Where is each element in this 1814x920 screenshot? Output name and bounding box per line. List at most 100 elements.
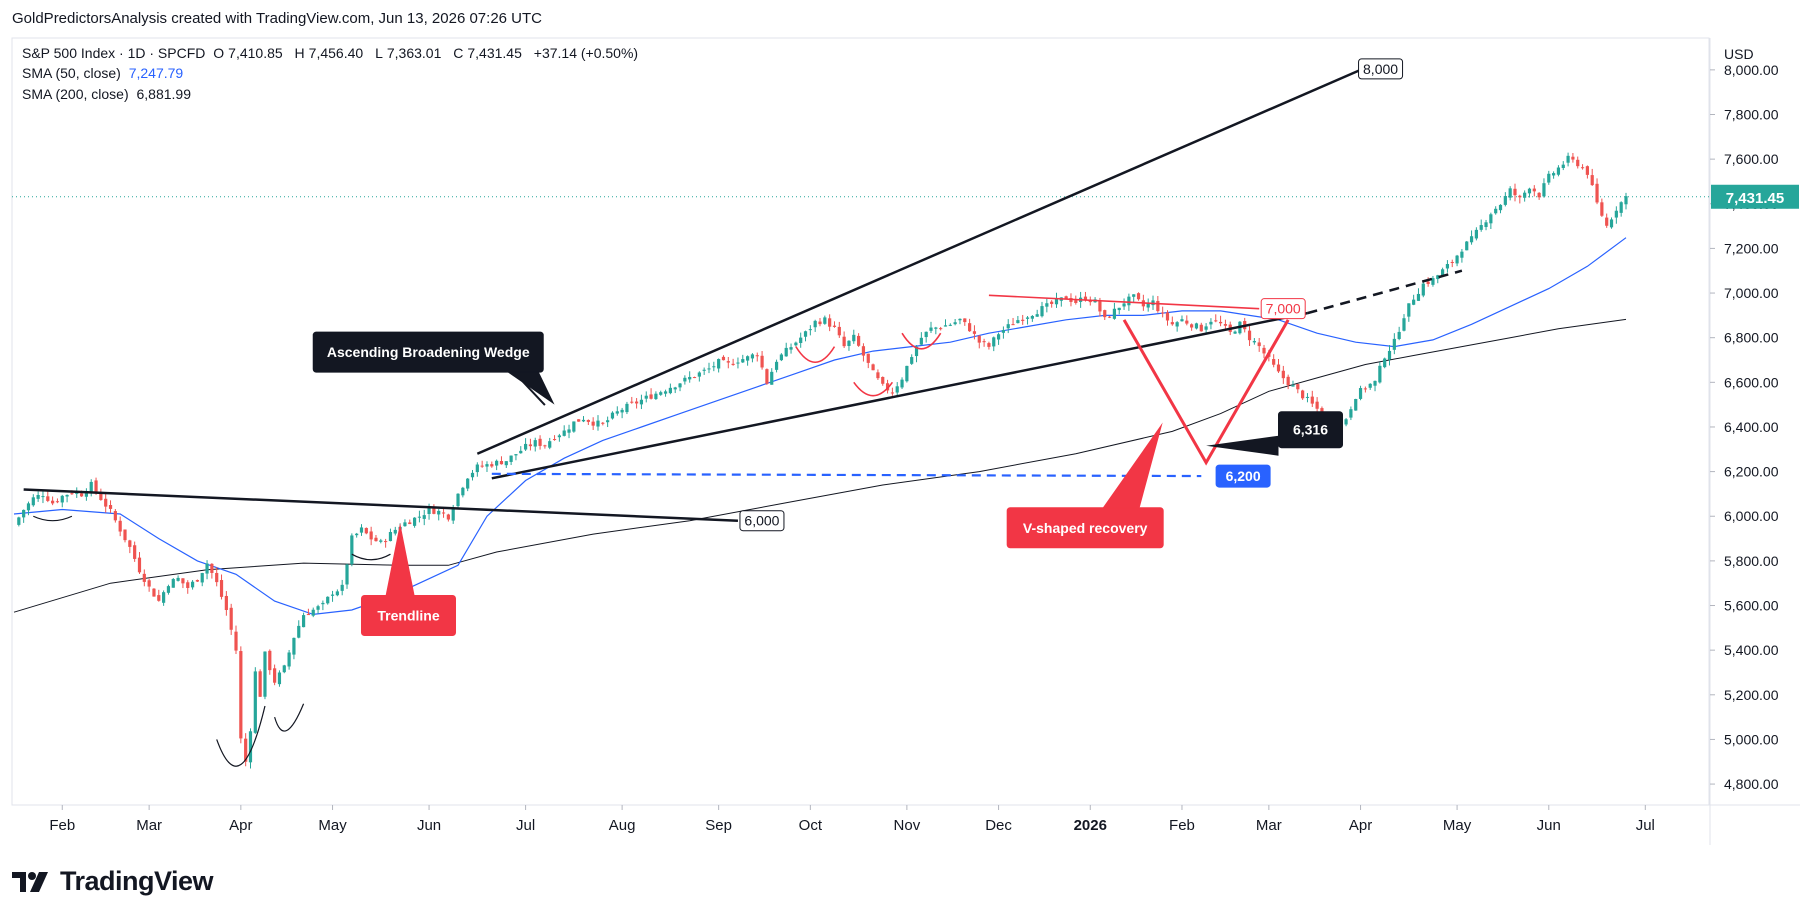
candle-body xyxy=(557,435,561,438)
candle-body xyxy=(1412,299,1416,305)
candle-body xyxy=(1518,195,1522,198)
candle-body xyxy=(972,331,977,334)
candle-body xyxy=(779,354,783,361)
candle-body xyxy=(1498,204,1503,211)
candle-body xyxy=(495,460,499,466)
candle-body xyxy=(987,343,991,347)
y-tick-label: 6,600.00 xyxy=(1724,374,1779,390)
last-price-tag-text: 7,431.45 xyxy=(1726,190,1784,207)
red-arc-nov xyxy=(795,346,836,364)
candle-body xyxy=(142,573,146,582)
candle-body xyxy=(1552,173,1556,176)
candle-body xyxy=(789,347,793,350)
candle-body xyxy=(519,450,523,454)
sma200-line xyxy=(13,318,1627,613)
candle-body xyxy=(108,505,113,509)
candle-body xyxy=(1402,318,1406,331)
candle-body xyxy=(94,480,98,493)
tradingview-brand[interactable]: TradingView xyxy=(12,866,214,897)
candle-body xyxy=(1310,396,1314,404)
sma50-line xyxy=(13,237,1627,616)
candle-body xyxy=(1392,338,1396,350)
candle-body xyxy=(1161,312,1165,314)
candle-body xyxy=(215,572,219,583)
candle-body xyxy=(1397,331,1401,339)
label-6000-text: 6,000 xyxy=(744,513,779,529)
candle-body xyxy=(866,353,870,363)
candle-body xyxy=(292,637,296,655)
candle-body xyxy=(417,516,422,518)
candle-body xyxy=(437,510,441,515)
candle-body xyxy=(659,392,663,395)
candle-body xyxy=(895,386,899,393)
wedge-label-leader xyxy=(510,368,546,406)
x-tick-label: Aug xyxy=(609,817,636,834)
high-label: H xyxy=(294,45,305,61)
candle-body xyxy=(1021,319,1025,321)
candle-body xyxy=(837,326,841,336)
candle-body xyxy=(514,454,518,456)
candle-body xyxy=(408,522,412,525)
candle-body xyxy=(982,341,986,343)
candle-body xyxy=(113,511,117,521)
trendline-6000 xyxy=(23,488,739,522)
candle-body xyxy=(480,465,484,467)
candle-body xyxy=(1368,383,1372,388)
candle-body xyxy=(388,531,393,542)
candle-body xyxy=(606,420,610,423)
candle-body xyxy=(649,394,653,399)
candle-body xyxy=(567,429,571,433)
low-value: 7,363.01 xyxy=(386,45,442,61)
label-6200-box xyxy=(1215,464,1271,488)
wedge-label-box xyxy=(312,331,544,373)
candle-body xyxy=(330,594,335,596)
candle-body xyxy=(890,392,894,394)
y-tick-label: 6,800.00 xyxy=(1724,330,1779,346)
candle-body xyxy=(1170,322,1174,325)
candle-body xyxy=(1194,323,1199,329)
candle-body xyxy=(219,580,224,597)
candle-body xyxy=(596,420,600,427)
candle-body xyxy=(977,335,981,343)
candle-body xyxy=(1305,396,1310,398)
candle-body xyxy=(1619,202,1623,213)
price-axis[interactable]: 8,000.007,800.007,600.007,400.007,200.00… xyxy=(1710,62,1779,792)
price-chart[interactable]: USD 8,000.007,800.007,600.007,400.007,20… xyxy=(0,0,1814,860)
trendline-label-box xyxy=(360,595,456,637)
candle-body xyxy=(668,387,672,394)
candle-body xyxy=(1407,303,1411,317)
time-axis[interactable]: Feb Mar Apr May Jun Jul Aug Sep Oct Nov Dec 2026 Feb… xyxy=(49,805,1655,834)
y-tick-label: 8,000.00 xyxy=(1724,62,1779,78)
candle-body xyxy=(446,514,450,520)
candle-body xyxy=(1180,319,1184,322)
sma50-series xyxy=(13,237,1627,616)
candle-body xyxy=(1083,296,1088,301)
candle-body xyxy=(277,672,282,685)
candle-body xyxy=(152,588,156,597)
sma50-value: 7,247.79 xyxy=(128,65,184,81)
candle-body xyxy=(1542,183,1546,197)
candle-body xyxy=(1580,167,1585,169)
candle-body xyxy=(1132,294,1136,297)
symbol-legend: S&P 500 Index · 1D · SPCFD O 7,410.85 H 7,… xyxy=(22,45,642,61)
candle-body xyxy=(22,509,26,518)
candle-body xyxy=(1387,350,1392,360)
candle-body xyxy=(46,496,50,501)
candle-body xyxy=(1204,326,1208,330)
candle-body xyxy=(876,372,880,379)
candle-body xyxy=(509,455,513,462)
candle-body xyxy=(133,545,137,559)
candle-body xyxy=(157,595,161,601)
candle-body xyxy=(808,329,812,331)
candle-body xyxy=(1214,320,1218,322)
y-tick-label: 5,600.00 xyxy=(1724,598,1779,614)
candle-body xyxy=(1479,225,1483,230)
wedge-lower-line xyxy=(491,311,1308,480)
candle-body xyxy=(65,494,69,497)
candle-body xyxy=(461,487,465,496)
candle-body xyxy=(1537,192,1541,198)
candle-body xyxy=(364,527,368,534)
candle-body xyxy=(1363,388,1367,390)
candle-body xyxy=(702,369,706,371)
candle-body xyxy=(1136,293,1141,300)
